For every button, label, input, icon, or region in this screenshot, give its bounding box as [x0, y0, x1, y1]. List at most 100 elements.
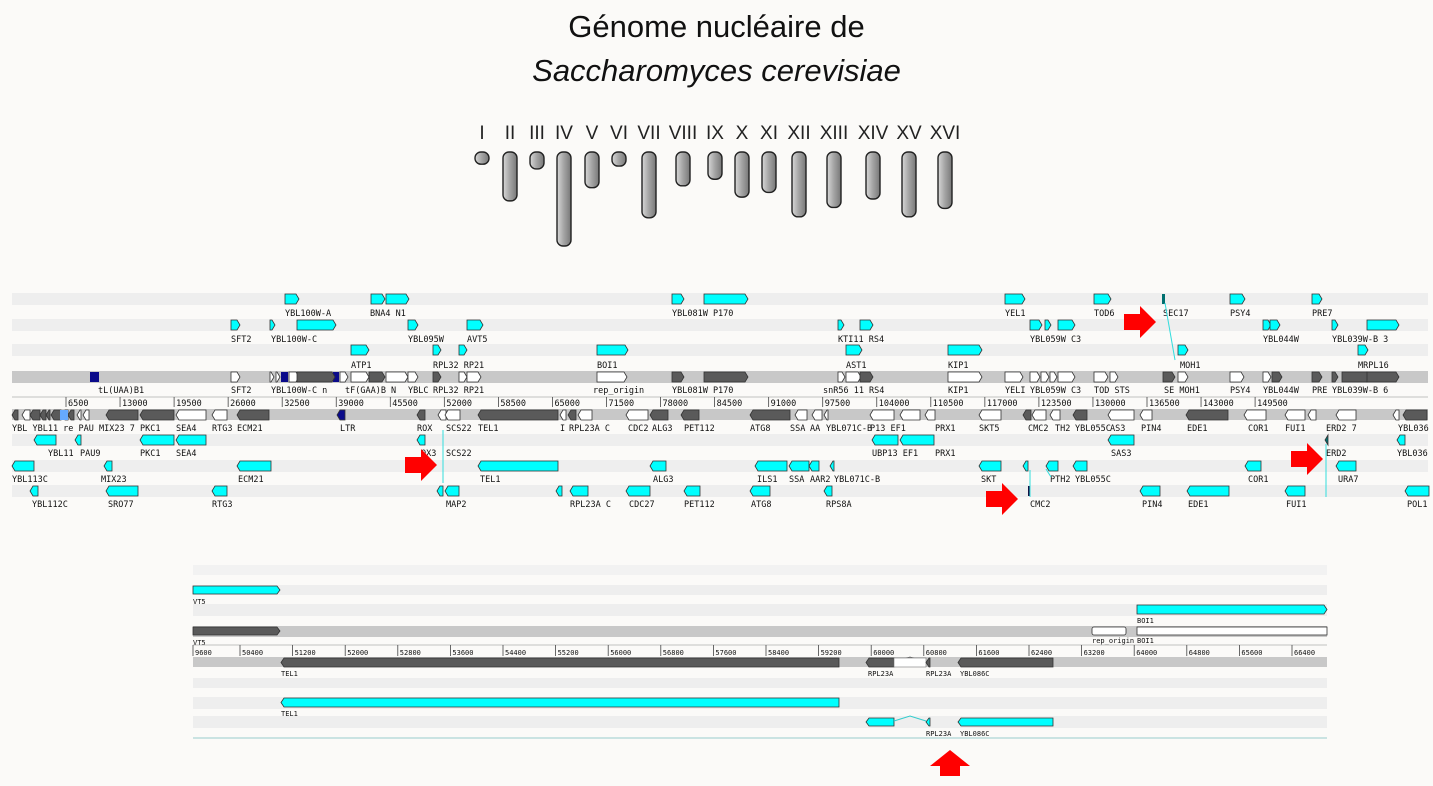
gene-label: FUI1	[1286, 500, 1306, 510]
gene-feature	[436, 485, 444, 497]
gene-feature	[559, 409, 567, 421]
gene-feature	[1139, 409, 1153, 421]
track-row	[193, 678, 1327, 688]
gene-feature	[82, 409, 90, 421]
gene-label: YBL055C	[1075, 475, 1111, 485]
gene-label: EDE1	[1188, 500, 1208, 510]
gene-feature	[39, 409, 47, 421]
gene-feature	[385, 293, 410, 305]
gene-label: MRPL16	[1358, 361, 1389, 371]
gene-feature	[899, 409, 921, 421]
gene-label: VT5	[193, 639, 206, 647]
gene-feature	[978, 460, 1002, 472]
gene-label: YBL113C	[12, 475, 48, 485]
gene-feature	[192, 585, 281, 595]
gene-feature	[175, 409, 207, 421]
gene-feature	[823, 485, 833, 497]
gene-label: SE MOH1	[1164, 386, 1200, 396]
gene-label: YBL11	[48, 449, 74, 459]
gene-label: rep_origin	[1092, 637, 1134, 645]
gene-feature	[899, 434, 935, 446]
gene-feature	[1072, 409, 1088, 421]
gene-label: AAR2	[810, 475, 830, 485]
gene-feature	[139, 409, 175, 421]
gene-label: PSY4	[1230, 386, 1250, 396]
gene-feature	[871, 434, 899, 446]
gene-feature	[754, 460, 788, 472]
gene-label: URA7	[1338, 475, 1358, 485]
gene-label: AA	[810, 424, 820, 434]
gene-label: LTR	[340, 424, 356, 434]
trna-feature	[333, 372, 339, 382]
gene-feature	[859, 371, 874, 383]
gene-feature	[788, 460, 810, 472]
gene-label: AST1	[846, 361, 866, 371]
gene-feature	[1331, 319, 1339, 331]
gene-feature	[1271, 371, 1283, 383]
gene-label: SEC17	[1163, 309, 1189, 319]
chromosome-bar	[707, 151, 723, 180]
gene-label: BNA4 N1	[370, 309, 406, 319]
gene-feature	[749, 409, 791, 421]
gene-label: AS3	[1110, 424, 1125, 434]
gene-feature	[45, 409, 51, 421]
gene-label: YBL036	[1398, 424, 1429, 434]
chromosome-label: V	[586, 123, 599, 144]
gene-feature	[625, 485, 651, 497]
gene-feature	[458, 344, 468, 356]
track-row	[193, 585, 1327, 595]
chromosome-label: VIII	[669, 123, 698, 144]
gene-label: PRX1	[935, 424, 955, 434]
chromosome-bar	[937, 151, 953, 210]
gene-feature	[823, 409, 829, 421]
gene-feature	[555, 485, 563, 497]
gene-feature	[29, 485, 39, 497]
chromosome-label: XVI	[930, 123, 961, 144]
gene-label: EDE1	[1187, 424, 1207, 434]
gene-feature	[1049, 409, 1061, 421]
gene-feature	[416, 434, 426, 446]
gene-label: SSA	[790, 424, 805, 434]
gene-feature	[703, 293, 749, 305]
gene-label: MIX23	[101, 475, 127, 485]
gene-feature	[437, 409, 447, 421]
gene-feature	[1311, 293, 1323, 305]
gene-feature	[1091, 626, 1127, 636]
gene-label: PIN4	[1142, 500, 1162, 510]
gene-label: RPL32 RP21	[433, 386, 484, 396]
gene-label: YBL071C-B	[826, 424, 872, 434]
chromosome-label: IV	[555, 123, 573, 144]
gene-label: 60800	[926, 649, 947, 657]
gene-feature	[11, 460, 35, 472]
track-row	[12, 485, 1428, 497]
gene-label: YBL112C	[32, 500, 68, 510]
gene-label: 51200	[295, 649, 316, 657]
gene-label: YBL039W-B 3	[1332, 335, 1388, 345]
gene-label: SSA	[789, 475, 804, 485]
gene-label: 52000	[347, 649, 368, 657]
gene-feature	[269, 319, 276, 331]
track-row	[12, 434, 1428, 446]
gene-label: 91000	[771, 399, 797, 409]
gene-label: CDC27	[629, 500, 655, 510]
chromosome-bar	[529, 151, 545, 170]
gene-feature	[139, 434, 175, 446]
gene-label: COR1	[1248, 475, 1268, 485]
gene-label: YBL039W-B 6	[1332, 386, 1388, 396]
gene-label: TOD STS	[1094, 386, 1130, 396]
gene-label: tF(GAA)B N	[345, 386, 396, 396]
gene-label: RPL23A C	[570, 500, 611, 510]
gene-feature	[680, 409, 700, 421]
gene-feature	[466, 371, 482, 383]
gene-label: 97500	[825, 399, 851, 409]
gene-label: RPL23A	[868, 670, 894, 678]
chromosome-bar	[826, 151, 842, 209]
track-row	[12, 460, 1428, 472]
chromosome-label: XIV	[858, 123, 889, 144]
gene-label: YBL044W	[1263, 386, 1300, 396]
chromosome-bar	[734, 151, 750, 198]
gene-feature	[105, 485, 139, 497]
